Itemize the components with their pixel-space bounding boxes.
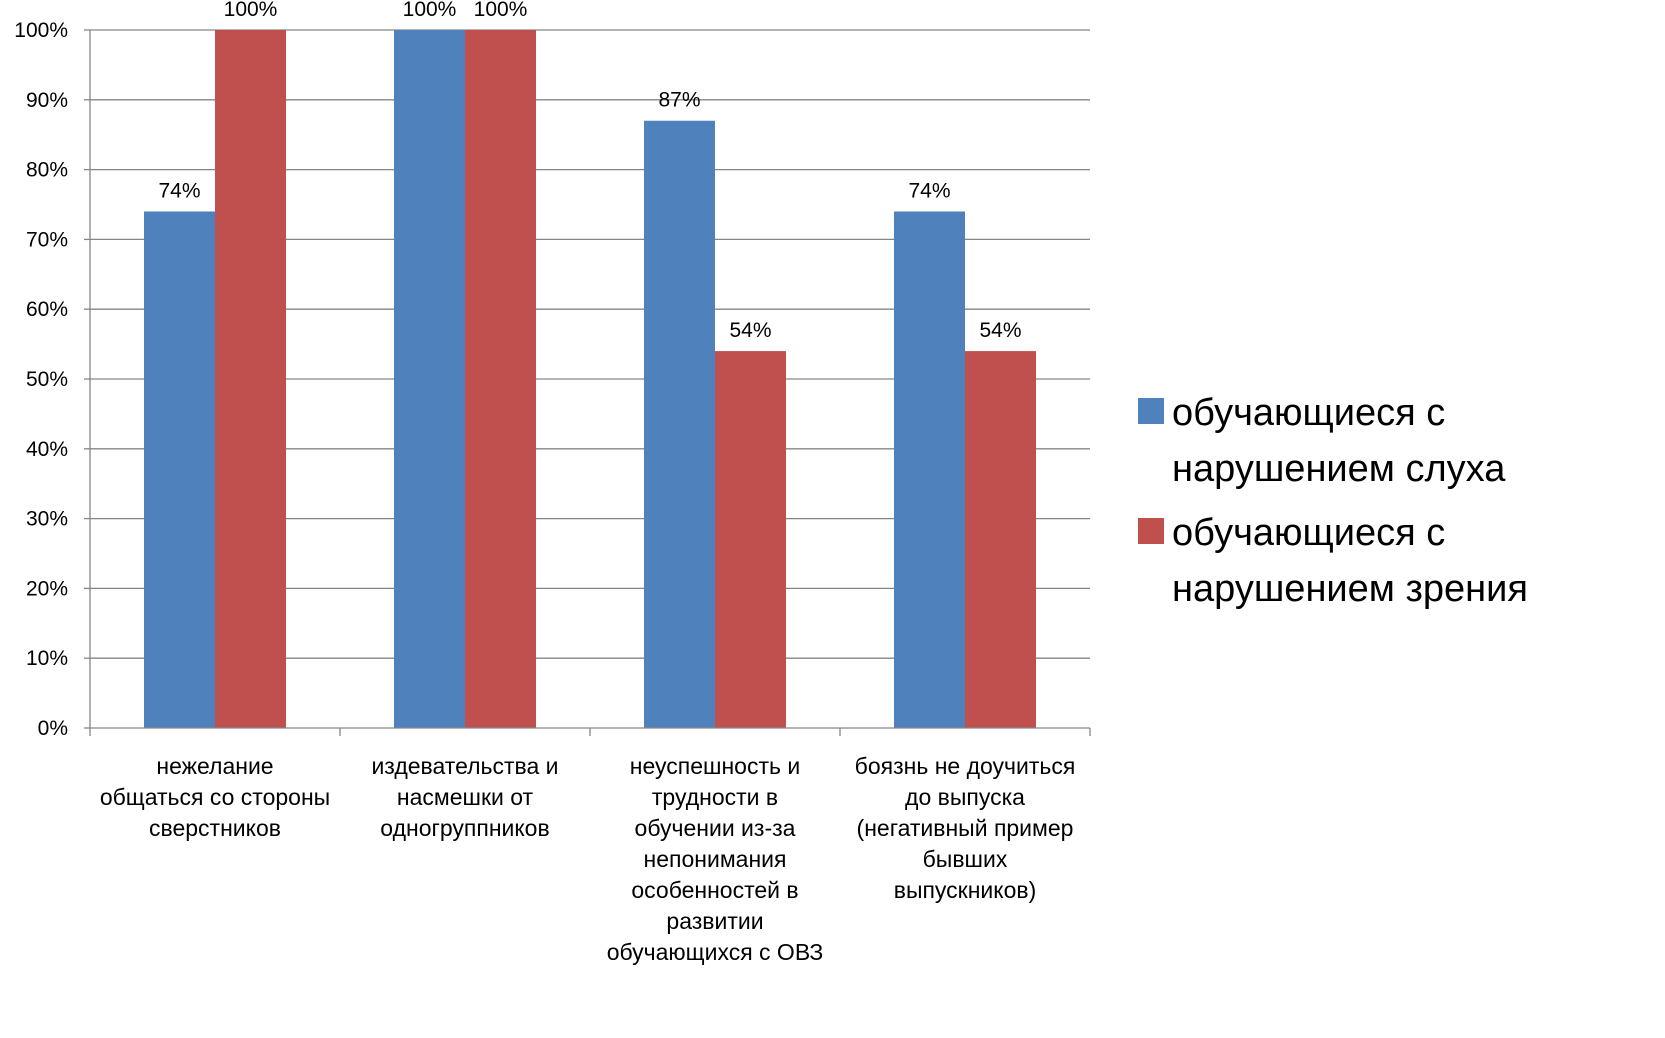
x-axis-category-labels: нежелание общаться со стороны сверстников и… bbox=[100, 753, 1076, 965]
legend-swatch bbox=[1138, 398, 1164, 424]
legend: обучающиеся с нарушением слуха обучающиеся… bbox=[1138, 392, 1528, 610]
y-tick-label: 70% bbox=[26, 228, 68, 251]
category-label: развитии bbox=[666, 908, 763, 934]
bars bbox=[144, 30, 1036, 729]
bar bbox=[465, 30, 536, 728]
y-tick-label: 80% bbox=[26, 159, 68, 182]
y-tick-label: 40% bbox=[26, 438, 68, 461]
legend-swatch bbox=[1138, 518, 1164, 544]
data-label: 87% bbox=[658, 89, 700, 112]
y-tick-label: 30% bbox=[26, 508, 68, 531]
category-label: общаться со стороны bbox=[100, 784, 330, 810]
category-label: одногруппников bbox=[380, 815, 549, 841]
bar bbox=[715, 351, 786, 728]
category-label: неуспешность и bbox=[630, 753, 800, 779]
category-label: до выпуска bbox=[905, 784, 1025, 810]
y-tick-label: 50% bbox=[26, 368, 68, 391]
y-tick-label: 60% bbox=[26, 298, 68, 321]
legend-label: обучающиеся с bbox=[1172, 392, 1445, 434]
bar bbox=[894, 211, 965, 729]
bar bbox=[144, 211, 215, 729]
category-label: (негативный пример bbox=[857, 815, 1074, 841]
category-label: бывших bbox=[923, 846, 1008, 872]
category-label: особенностей в bbox=[631, 877, 798, 903]
category-label: обучающихся с ОВЗ bbox=[607, 939, 824, 965]
category-label: боязнь не доучиться bbox=[855, 753, 1076, 779]
category-label: трудности в bbox=[652, 784, 778, 810]
data-labels: 74% 100% 87% 74% 100% 100% 54% 54% bbox=[158, 0, 1021, 342]
category-label: непонимания bbox=[644, 846, 787, 872]
y-tick-label: 0% bbox=[38, 717, 68, 740]
bar bbox=[215, 30, 286, 728]
bar bbox=[394, 30, 465, 728]
y-tick-label: 100% bbox=[14, 19, 68, 42]
y-tick-label: 10% bbox=[26, 647, 68, 670]
data-label: 74% bbox=[908, 179, 950, 202]
category-label: сверстников bbox=[149, 815, 281, 841]
data-label: 54% bbox=[979, 319, 1021, 342]
bar bbox=[644, 120, 715, 729]
axes bbox=[89, 30, 1091, 736]
data-label: 54% bbox=[729, 319, 771, 342]
category-label: издевательства и bbox=[371, 753, 558, 779]
y-tick-label: 90% bbox=[26, 89, 68, 112]
bar bbox=[965, 351, 1036, 728]
data-label: 100% bbox=[224, 0, 278, 21]
data-label: 74% bbox=[158, 179, 200, 202]
category-label: нежелание bbox=[156, 753, 273, 779]
legend-label: обучающиеся с bbox=[1172, 512, 1445, 554]
legend-label: нарушением зрения bbox=[1172, 568, 1528, 610]
data-label: 100% bbox=[403, 0, 457, 21]
data-label: 100% bbox=[474, 0, 528, 21]
y-axis-tick-labels: 0% 10% 20% 30% 40% 50% 60% 70% 80% 90% 100% bbox=[14, 19, 68, 740]
category-label: обучении из-за bbox=[635, 815, 796, 841]
y-tick-label: 20% bbox=[26, 577, 68, 600]
category-label: насмешки от bbox=[397, 784, 534, 810]
category-label: выпускников) bbox=[894, 877, 1037, 903]
legend-label: нарушением слуха bbox=[1172, 448, 1506, 490]
